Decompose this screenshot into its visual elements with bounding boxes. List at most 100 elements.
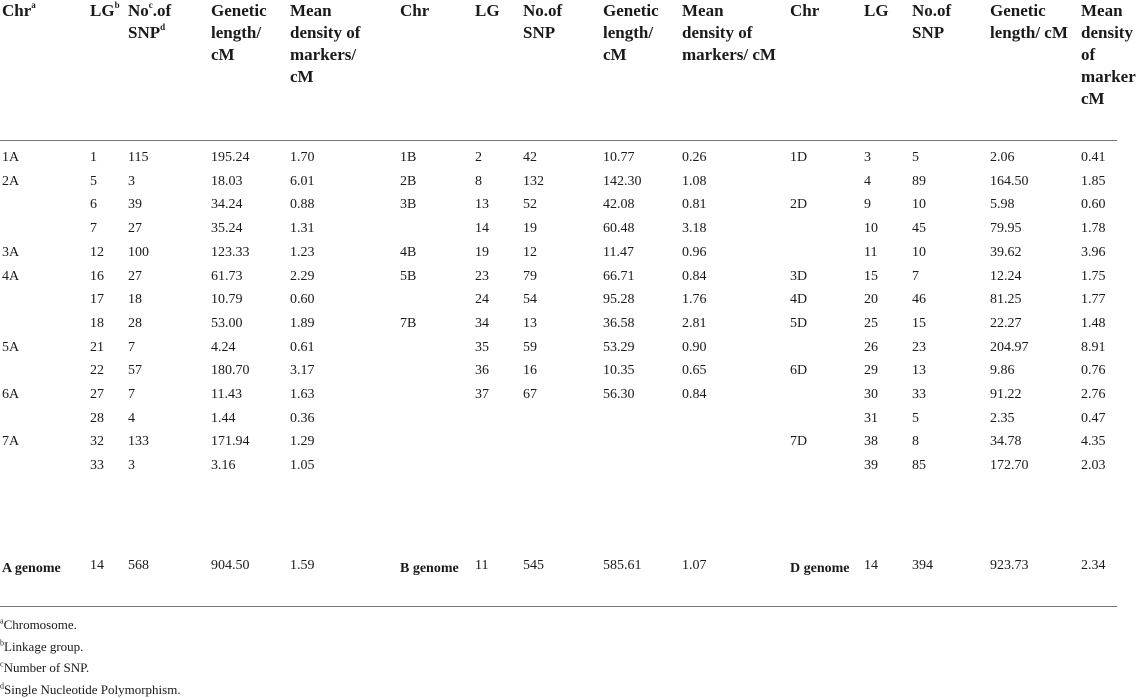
table-cell: 12 [523,244,537,260]
table-cell: 18 [128,292,142,308]
header-footnote-mark: a [31,0,36,11]
header-text: LG [864,1,889,20]
table-cell: 2.35 [990,410,1015,426]
footnote: bLinkage group. [0,638,83,655]
footnote-mark: b [0,638,4,648]
table-cell: 11.43 [211,387,242,402]
genome-total-label: B genome [400,561,459,576]
table-cell: 22.27 [990,315,1022,331]
table-cell: 39.62 [990,244,1022,260]
table-cell: 95.28 [603,292,635,308]
table-cell: 3.17 [290,363,315,379]
table-cell: 171.94 [211,434,250,450]
table-cell: 10 [912,244,926,260]
table-cell: 1.77 [1081,292,1106,308]
table-cell: 3B [400,197,417,213]
table-cell: 6A [2,387,20,402]
table-cell: 5 [912,150,919,165]
table-cell: 2D [790,197,808,213]
table-cell: 56.30 [603,387,635,402]
table-cell: 3D [790,268,808,284]
footnote-text: Chromosome. [3,617,77,632]
table-cell: 25 [864,315,878,331]
table-cell: 172.70 [990,458,1029,474]
table-cell: 10 [912,197,926,213]
total-cell: 904.50 [211,558,250,573]
header-cell: Noc.of SNPd [128,0,208,44]
table-cell: 2.76 [1081,387,1106,402]
table-cell: 4 [128,410,135,426]
header-cell: Chr [790,0,850,22]
total-cell: 568 [128,558,149,573]
table-cell: 1.70 [290,150,315,165]
footnote: cNumber of SNP. [0,659,89,676]
table-cell: 31 [864,410,878,426]
header-text: Genetic length/ cM [990,1,1068,42]
table-cell: 5 [90,173,97,189]
table-cell: 16 [523,363,537,379]
table-cell: 2 [475,150,482,165]
table-cell: 34 [475,315,489,331]
footnote-text: Linkage group. [4,638,84,654]
header-footnote-mark: b [114,0,120,11]
table-cell: 6D [790,363,808,379]
table-cell: 4 [864,173,871,189]
header-footnote-mark: d [160,22,166,33]
header-cell: No.of SNP [523,0,598,44]
table-cell: 8.91 [1081,339,1106,355]
table-cell: 0.47 [1081,410,1106,426]
table-cell: 17 [90,292,104,308]
table-cell: 7A [2,434,20,450]
genome-total-label: D genome [790,561,850,576]
table-cell: 12 [90,244,104,260]
table-cell: 23 [912,339,926,355]
table-cell: 79.95 [990,221,1022,237]
table-cell: 115 [128,150,149,165]
table-cell: 10 [864,221,878,237]
table-cell: 7 [128,339,135,355]
table-cell: 1A [2,150,20,165]
table-cell: 3.16 [211,458,236,474]
table-cell: 142.30 [603,173,642,189]
header-text: Chr [790,1,820,20]
table-cell: 7B [400,315,417,331]
table-cell: 29 [864,363,878,379]
header-cell: Mean density of markers/ cM [290,0,370,88]
header-cell: Chr [400,0,460,22]
table-cell: 34.24 [211,197,243,213]
table-cell: 24 [475,292,489,308]
table-cell: 28 [90,410,104,426]
table-cell: 0.76 [1081,363,1106,379]
table-cell: 13 [912,363,926,379]
table-cell: 32 [90,434,104,450]
header-text: Chr [400,1,430,20]
table-cell: 4B [400,244,417,260]
header-text: No.of SNP [912,1,952,42]
table-cell: 7 [90,221,97,237]
table-cell: 3 [864,150,871,165]
table-cell: 39 [864,458,878,474]
table-cell: 1.48 [1081,315,1106,331]
table-cell: 21 [90,339,104,355]
table-cell: 13 [475,197,489,213]
table-cell: 8 [475,173,482,189]
total-cell: 923.73 [990,558,1029,573]
table-cell: 15 [912,315,926,331]
table-cell: 1B [400,150,417,165]
table-cell: 9.86 [990,363,1015,379]
table-cell: 28 [128,315,142,331]
table-cell: 1.08 [682,173,707,189]
table-cell: 14 [475,221,489,237]
table-cell: 13 [523,315,537,331]
footnote-text: Single Nucleotide Polymorphism. [4,681,181,697]
table-cell: 2.29 [290,268,315,284]
table-cell: 1.29 [290,434,315,450]
header-cell: No.of SNP [912,0,987,44]
header-text: Chr [2,1,32,20]
table-cell: 1.63 [290,387,315,402]
total-cell: 1.07 [682,558,707,573]
table-cell: 59 [523,339,537,355]
table-cell: 53.00 [211,315,243,331]
table-cell: 4D [790,292,808,308]
table-cell: 85 [912,458,926,474]
